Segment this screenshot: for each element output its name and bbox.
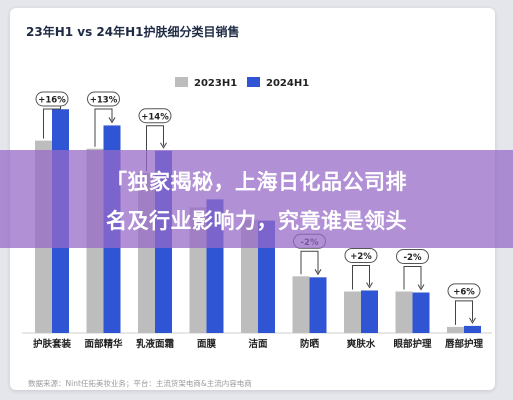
bar-2023-8 [447, 326, 464, 333]
category-label-8: 唇部护理 [445, 338, 484, 350]
legend-swatch-2024 [247, 77, 260, 87]
growth-bracket-5 [300, 250, 319, 275]
growth-arrowhead-2 [160, 142, 167, 149]
bar-2024-5 [309, 277, 327, 333]
growth-label-7: -2% [404, 253, 422, 263]
growth-label-1: +13% [90, 96, 118, 106]
data-source-note: 数据来源：Nint任拓美妆业务；平台：主流货架电商&主流内容电商 [28, 379, 252, 388]
growth-arrowhead-5 [314, 269, 322, 276]
category-label-2: 乳液面霜 [136, 338, 175, 350]
bar-2023-7 [395, 291, 413, 333]
category-label-3: 面膜 [197, 338, 217, 350]
chart-title: 23年H1 vs 24年H1护肤细分类目销售 [26, 25, 240, 39]
legend-item-2023: 2023H1 [175, 77, 237, 89]
growth-arrowhead-6 [366, 282, 373, 289]
growth-label-0: +16% [38, 96, 66, 106]
growth-pill-2 [138, 108, 172, 124]
growth-pill-0 [35, 91, 69, 107]
legend-swatch-2023 [175, 77, 188, 87]
category-label-0: 护肤套装 [33, 338, 72, 350]
bar-2024-8 [464, 325, 481, 333]
legend-label-2024: 2024H1 [266, 78, 310, 89]
growth-pill-1 [87, 91, 120, 107]
bar-2024-6 [361, 290, 378, 333]
growth-bracket-8 [455, 300, 473, 325]
growth-label-8: +6% [453, 287, 475, 297]
banner-line-2: 名及行业影响力，究竟谁是领头 [106, 209, 407, 233]
growth-arrowhead-8 [469, 317, 476, 324]
growth-arrowhead-1 [108, 117, 116, 124]
growth-bracket-1 [94, 108, 113, 147]
growth-label-6: +2% [350, 252, 372, 262]
growth-pill-6 [344, 247, 378, 263]
legend-item-2024: 2024H1 [247, 77, 309, 89]
overlay-banner: 「独家揭秘，上海日化品公司排 名及行业影响力，究竟谁是领头 [0, 150, 513, 248]
growth-label-2: +14% [141, 112, 169, 122]
banner-line-1: 「独家揭秘，上海日化品公司排 [106, 170, 407, 194]
growth-bracket-7 [403, 265, 422, 290]
category-label-7: 眼部护理 [393, 338, 432, 350]
bar-2024-4 [258, 220, 275, 333]
growth-bracket-2 [146, 125, 164, 172]
bar-2024-7 [412, 292, 430, 333]
category-label-4: 洁面 [248, 338, 268, 350]
growth-pill-8 [447, 283, 481, 299]
category-label-1: 面部精华 [84, 338, 123, 350]
growth-bracket-6 [352, 264, 370, 290]
category-label-6: 爽肤水 [346, 338, 376, 350]
growth-pill-7 [396, 248, 429, 264]
bar-2023-6 [344, 291, 361, 333]
category-label-5: 防晒 [300, 338, 320, 350]
growth-arrowhead-7 [417, 284, 425, 291]
bar-2023-5 [292, 276, 310, 333]
legend-label-2023: 2023H1 [194, 78, 238, 89]
